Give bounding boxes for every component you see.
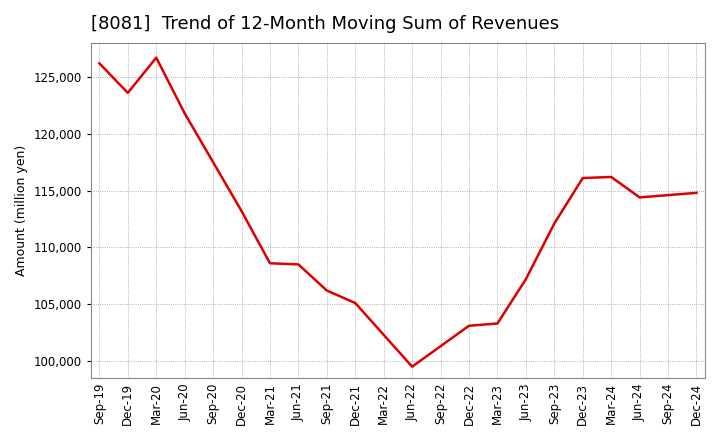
Text: [8081]  Trend of 12-Month Moving Sum of Revenues: [8081] Trend of 12-Month Moving Sum of R…	[91, 15, 559, 33]
Y-axis label: Amount (million yen): Amount (million yen)	[15, 145, 28, 276]
